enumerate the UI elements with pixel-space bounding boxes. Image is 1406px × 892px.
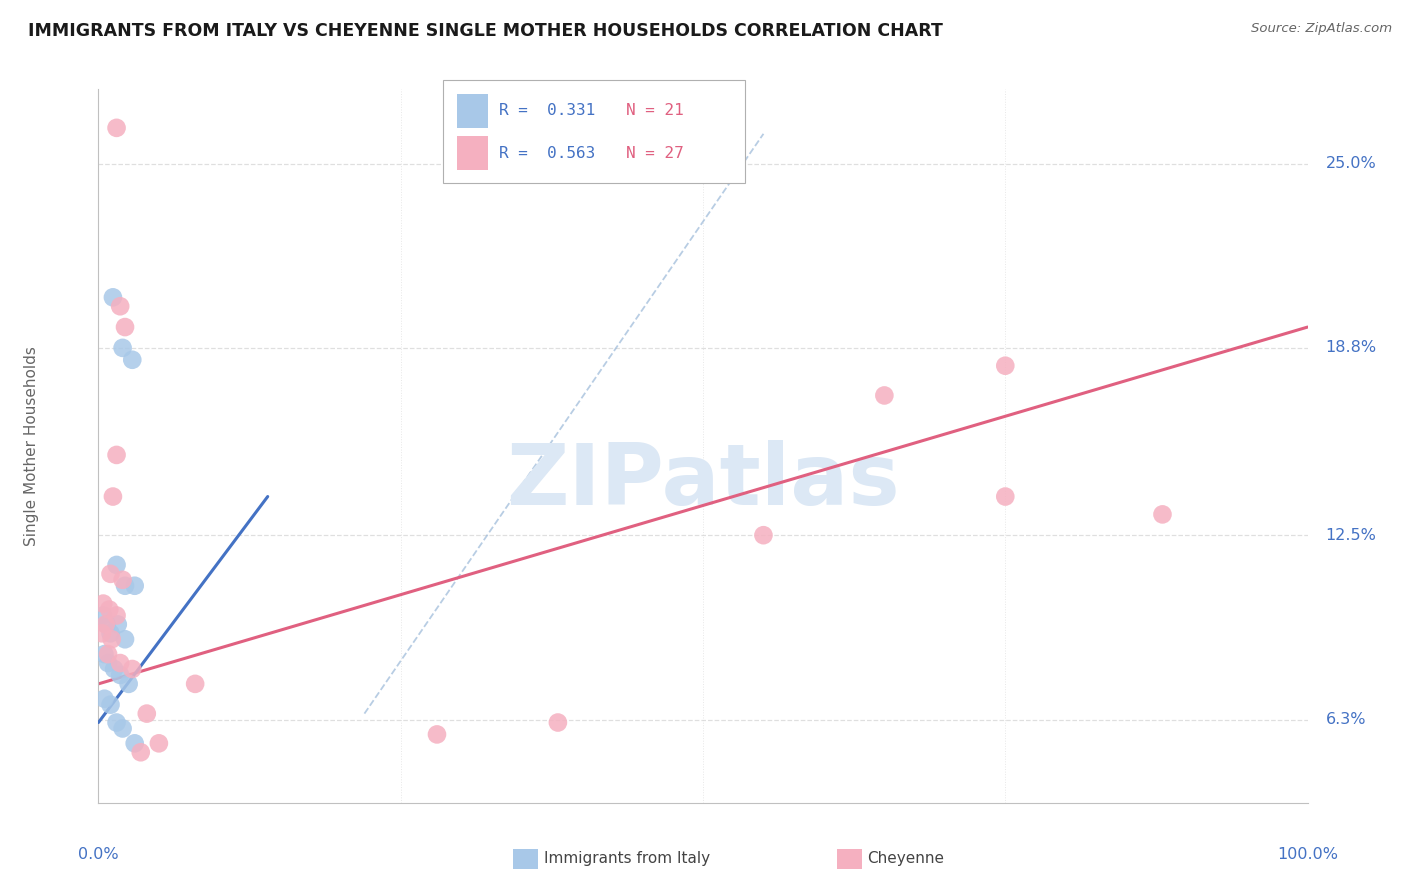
- Text: N = 27: N = 27: [626, 146, 683, 161]
- Point: [1152, 508, 1174, 522]
- Point: [129, 745, 152, 759]
- Point: [100, 566, 122, 581]
- Point: [994, 490, 1017, 504]
- Point: [108, 668, 131, 682]
- Text: Single Mother Households: Single Mother Households: [24, 346, 39, 546]
- Point: [121, 352, 143, 367]
- Point: [100, 632, 122, 647]
- Point: [426, 727, 449, 741]
- Point: [101, 490, 124, 504]
- Text: 18.8%: 18.8%: [1326, 341, 1376, 355]
- Point: [114, 632, 136, 647]
- Point: [98, 602, 121, 616]
- Text: 0.0%: 0.0%: [79, 847, 118, 863]
- Text: ZIPatlas: ZIPatlas: [506, 440, 900, 524]
- Point: [105, 120, 128, 135]
- Point: [752, 528, 775, 542]
- Point: [105, 715, 128, 730]
- Point: [111, 341, 134, 355]
- Point: [547, 715, 569, 730]
- Point: [105, 448, 128, 462]
- Point: [100, 626, 122, 640]
- Text: Source: ZipAtlas.com: Source: ZipAtlas.com: [1251, 22, 1392, 36]
- Point: [91, 608, 114, 623]
- Point: [93, 647, 115, 661]
- Point: [91, 597, 114, 611]
- Text: 12.5%: 12.5%: [1326, 528, 1376, 542]
- Point: [107, 617, 129, 632]
- Point: [91, 626, 114, 640]
- Text: IMMIGRANTS FROM ITALY VS CHEYENNE SINGLE MOTHER HOUSEHOLDS CORRELATION CHART: IMMIGRANTS FROM ITALY VS CHEYENNE SINGLE…: [28, 22, 943, 40]
- Point: [118, 677, 141, 691]
- Text: R =  0.563: R = 0.563: [499, 146, 595, 161]
- Point: [994, 359, 1017, 373]
- Text: Cheyenne: Cheyenne: [868, 852, 945, 866]
- Point: [97, 647, 120, 661]
- Point: [105, 558, 128, 572]
- Point: [124, 736, 146, 750]
- Point: [135, 706, 157, 721]
- Point: [108, 656, 131, 670]
- Text: 6.3%: 6.3%: [1326, 712, 1367, 727]
- Point: [97, 656, 120, 670]
- Point: [103, 662, 125, 676]
- Text: N = 21: N = 21: [626, 103, 683, 118]
- Point: [93, 691, 115, 706]
- Text: 100.0%: 100.0%: [1277, 847, 1339, 863]
- Text: Immigrants from Italy: Immigrants from Italy: [544, 852, 710, 866]
- Point: [108, 299, 131, 313]
- Point: [114, 579, 136, 593]
- Point: [121, 662, 143, 676]
- Point: [111, 573, 134, 587]
- Point: [94, 617, 117, 632]
- Point: [96, 617, 118, 632]
- Text: 25.0%: 25.0%: [1326, 156, 1376, 171]
- Point: [101, 290, 124, 304]
- Point: [111, 722, 134, 736]
- Point: [124, 579, 146, 593]
- Point: [148, 736, 170, 750]
- Point: [100, 698, 122, 712]
- Point: [184, 677, 207, 691]
- Point: [873, 388, 896, 402]
- Point: [105, 608, 128, 623]
- Text: R =  0.331: R = 0.331: [499, 103, 595, 118]
- Point: [114, 320, 136, 334]
